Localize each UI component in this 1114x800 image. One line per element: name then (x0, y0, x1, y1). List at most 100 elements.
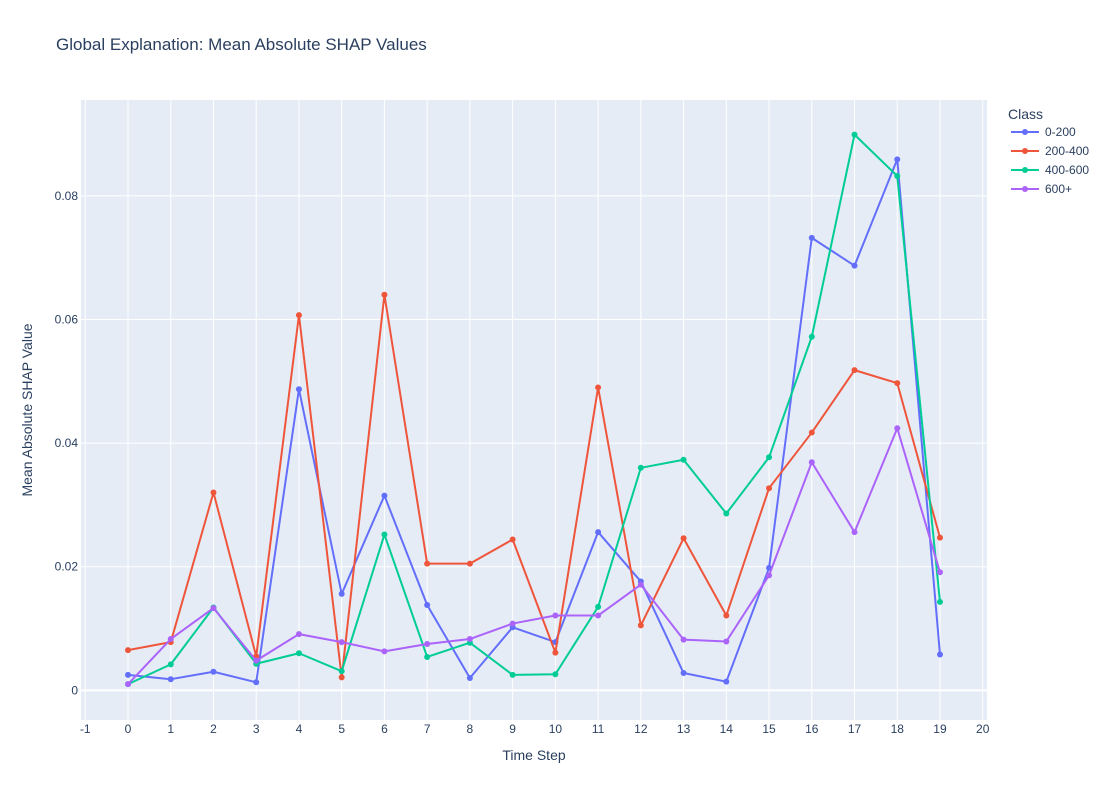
legend: Class 0-200 200-400 400-600 600+ (1008, 106, 1089, 196)
y-tick-label: 0 (71, 683, 78, 697)
data-point (851, 131, 858, 138)
series-0-200 (125, 156, 943, 686)
x-tick-label: 4 (296, 722, 303, 736)
data-point (295, 650, 302, 657)
data-point (936, 598, 943, 605)
x-tick-label: 13 (677, 722, 691, 736)
data-point (509, 671, 516, 678)
series-400-600 (125, 131, 943, 688)
y-tick-label: 0.06 (55, 312, 79, 326)
data-point (295, 312, 302, 319)
data-point (637, 464, 644, 471)
x-tick-label: 20 (976, 722, 990, 736)
data-point (295, 386, 302, 393)
data-point (381, 291, 388, 298)
data-point (894, 380, 901, 387)
y-tick-label: 0.02 (55, 560, 79, 574)
x-tick-label: 14 (720, 722, 734, 736)
legend-label: 400-600 (1045, 163, 1089, 177)
data-point (595, 529, 602, 536)
series-line (127, 133, 941, 686)
legend-item[interactable]: 200-400 (1011, 144, 1089, 158)
data-point (466, 636, 473, 643)
y-tick-label: 0.04 (55, 436, 79, 450)
x-tick-label: 15 (762, 722, 776, 736)
data-point (595, 603, 602, 610)
legend-label: 0-200 (1045, 125, 1076, 139)
data-point (680, 670, 687, 677)
legend-item[interactable]: 400-600 (1011, 163, 1089, 177)
data-point (723, 612, 730, 619)
data-point (338, 590, 345, 597)
series-layer (125, 131, 943, 688)
data-point (338, 639, 345, 646)
data-point (210, 489, 217, 496)
data-point (936, 651, 943, 658)
data-point (723, 510, 730, 517)
x-tick-label: 2 (210, 722, 217, 736)
y-tick-label: 0.08 (55, 189, 79, 203)
data-point (466, 560, 473, 567)
y-axis-title: Mean Absolute SHAP Value (19, 323, 35, 496)
data-point (851, 367, 858, 374)
gridlines (81, 100, 987, 720)
data-point (338, 668, 345, 675)
data-point (125, 681, 132, 688)
legend-label: 600+ (1045, 182, 1072, 196)
y-axis-ticks: 0 0.02 0.04 0.06 0.08 (55, 189, 79, 698)
x-tick-label: 9 (509, 722, 516, 736)
series-line (127, 427, 941, 685)
x-tick-label: 0 (125, 722, 132, 736)
x-tick-label: 11 (592, 722, 605, 736)
data-point (851, 529, 858, 536)
x-axis-title: Time Step (502, 747, 565, 763)
data-point (894, 173, 901, 180)
legend-title: Class (1008, 106, 1043, 122)
data-point (509, 620, 516, 627)
x-tick-label: 3 (253, 722, 260, 736)
data-point (808, 429, 815, 436)
data-point (338, 674, 345, 681)
data-point (595, 384, 602, 391)
data-point (680, 456, 687, 463)
data-point (894, 156, 901, 163)
data-point (808, 333, 815, 340)
series-line (127, 158, 941, 684)
data-point (936, 569, 943, 576)
data-point (766, 572, 773, 579)
data-point (851, 262, 858, 269)
data-point (424, 560, 431, 567)
data-point (894, 425, 901, 432)
data-point (936, 534, 943, 541)
chart-title: Global Explanation: Mean Absolute SHAP V… (56, 35, 427, 54)
data-point (424, 602, 431, 609)
data-point (167, 636, 174, 643)
data-point (210, 668, 217, 675)
x-tick-label: 8 (467, 722, 474, 736)
data-point (723, 638, 730, 645)
data-point (808, 459, 815, 466)
data-point (595, 612, 602, 619)
data-point (552, 612, 559, 619)
data-point (210, 605, 217, 612)
legend-label: 200-400 (1045, 144, 1089, 158)
x-tick-label: 12 (634, 722, 648, 736)
data-point (167, 676, 174, 683)
data-point (766, 485, 773, 492)
series-line (127, 293, 941, 679)
data-point (424, 653, 431, 660)
data-point (253, 657, 260, 664)
legend-swatch-marker (1022, 186, 1028, 192)
x-tick-label: -1 (80, 722, 91, 736)
legend-item[interactable]: 0-200 (1011, 125, 1076, 139)
data-point (766, 454, 773, 461)
plot-area (81, 100, 987, 720)
x-tick-label: 7 (424, 722, 431, 736)
data-point (295, 631, 302, 638)
x-tick-label: 19 (933, 722, 947, 736)
data-point (680, 636, 687, 643)
x-tick-label: 6 (381, 722, 388, 736)
legend-item[interactable]: 600+ (1011, 182, 1072, 196)
data-point (552, 649, 559, 656)
